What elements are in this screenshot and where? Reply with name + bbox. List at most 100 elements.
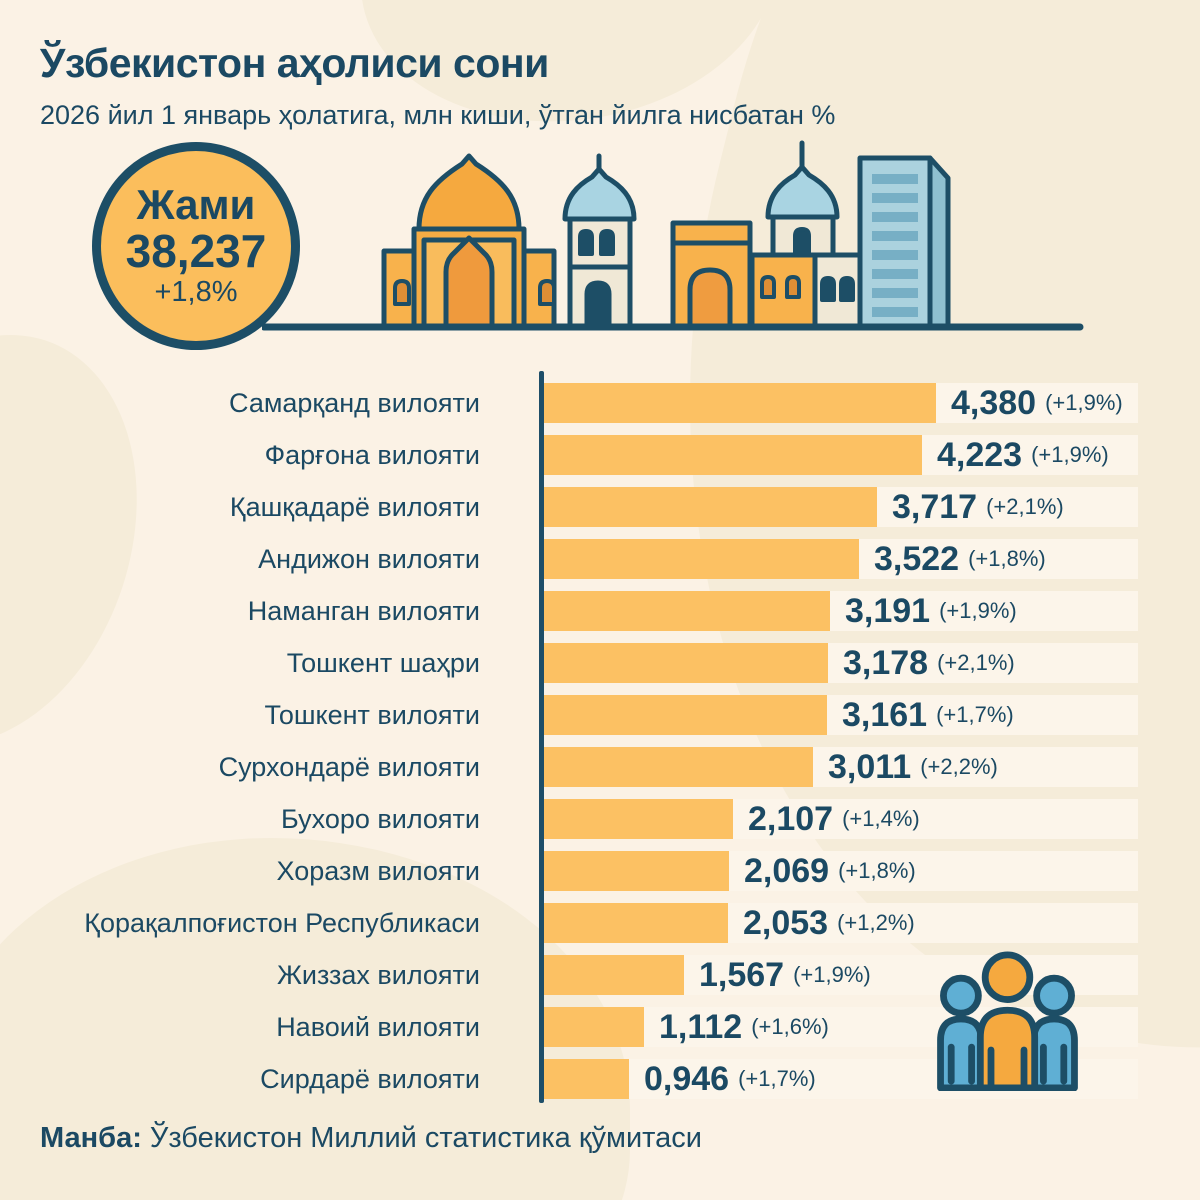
- chart-axis-line: [539, 371, 544, 1103]
- bar-row: Қашқадарё вилояти 3,717 (+2,1%): [0, 487, 1200, 527]
- bar-change: (+1,7%): [936, 702, 1014, 727]
- people-group-icon: [937, 951, 1078, 1091]
- bar: [544, 851, 729, 891]
- bar-change: (+1,9%): [1045, 390, 1123, 415]
- bar: [544, 695, 827, 735]
- person-blue-right-icon: [1030, 974, 1078, 1091]
- total-population-badge: Жами 38,237 +1,8%: [92, 142, 300, 350]
- city-skyline-illustration: [262, 140, 1084, 331]
- bar-value: 0,946: [644, 1059, 730, 1098]
- bar: [544, 1007, 644, 1047]
- bar: [544, 799, 733, 839]
- dome-building-icon: [749, 140, 863, 330]
- bar-zone: 1,112 (+1,6%): [544, 1007, 829, 1047]
- bar-row: Андижон вилояти 3,522 (+1,8%): [0, 539, 1200, 579]
- person-blue-left-icon: [937, 974, 985, 1091]
- bar-row-label: Тошкент вилояти: [264, 699, 480, 730]
- bar-row-label: Қашқадарё вилояти: [229, 491, 480, 522]
- bar-row: Сирдарё вилояти 0,946 (+1,7%): [0, 1059, 1200, 1099]
- bar-zone: 2,053 (+1,2%): [544, 903, 915, 943]
- bar: [544, 539, 859, 579]
- bar-zone: 2,107 (+1,4%): [544, 799, 920, 839]
- bar-row: Хоразм вилояти 2,069 (+1,8%): [0, 851, 1200, 891]
- bar-value: 2,107: [748, 799, 834, 838]
- bar-zone: 3,161 (+1,7%): [544, 695, 1014, 735]
- person-orange-center-icon: [976, 951, 1039, 1091]
- bar: [544, 643, 828, 683]
- bar-row-label: Жиззах вилояти: [276, 959, 480, 990]
- bar-change: (+2,1%): [986, 494, 1064, 519]
- bar-row-label: Қорақалпоғистон Республикаси: [84, 907, 480, 938]
- total-change: +1,8%: [154, 275, 238, 308]
- bar: [544, 903, 728, 943]
- bar-row-label: Сурхондарё вилояти: [218, 751, 480, 782]
- bar-row: Самарқанд вилояти 4,380 (+1,9%): [0, 383, 1200, 423]
- bar-change: (+1,4%): [842, 806, 920, 831]
- bar-row-label: Тошкент шаҳри: [286, 647, 480, 678]
- bar-row: Бухоро вилояти 2,107 (+1,4%): [0, 799, 1200, 839]
- bar-row: Наманган вилояти 3,191 (+1,9%): [0, 591, 1200, 631]
- bar-change: (+1,9%): [793, 962, 871, 987]
- bar-row: Фарғона вилояти 4,223 (+1,9%): [0, 435, 1200, 475]
- bar: [544, 383, 936, 423]
- bar-value: 4,223: [937, 435, 1023, 474]
- bar-zone: 0,946 (+1,7%): [544, 1059, 816, 1099]
- bar: [544, 435, 922, 475]
- bar-row-label: Андижон вилояти: [258, 543, 480, 574]
- bar-row-label: Наманган вилояти: [247, 595, 480, 626]
- source-text: Ўзбекистон Миллий статистика қўмитаси: [141, 1122, 702, 1154]
- bar-zone: 2,069 (+1,8%): [544, 851, 916, 891]
- bar-change: (+1,2%): [837, 910, 915, 935]
- source-label: Манба:: [40, 1122, 142, 1154]
- bar-value: 1,112: [659, 1007, 743, 1046]
- bar-change: (+1,8%): [838, 858, 916, 883]
- bar-zone: 3,011 (+2,2%): [544, 747, 998, 787]
- bar: [544, 955, 684, 995]
- bar-change: (+1,6%): [751, 1014, 829, 1039]
- bar-value: 2,069: [744, 851, 830, 890]
- bar-row-label: Самарқанд вилояти: [229, 387, 480, 418]
- bar-change: (+1,7%): [738, 1066, 816, 1091]
- bar-value: 3,717: [892, 487, 978, 526]
- bar-value: 3,161: [842, 695, 928, 734]
- bar-value: 3,191: [845, 591, 931, 630]
- bar-value: 3,011: [828, 747, 912, 786]
- bar-value: 1,567: [699, 955, 785, 994]
- bar-zone: 4,223 (+1,9%): [544, 435, 1109, 475]
- page-subtitle: 2026 йил 1 январь ҳолатига, млн киши, ўт…: [40, 100, 836, 130]
- bar: [544, 1059, 629, 1099]
- bar-row: Сурхондарё вилояти 3,011 (+2,2%): [0, 747, 1200, 787]
- bar-value: 3,178: [843, 643, 929, 682]
- bar-zone: 3,717 (+2,1%): [544, 487, 1064, 527]
- bar-zone: 1,567 (+1,9%): [544, 955, 871, 995]
- bar-row-label: Навоий вилояти: [276, 1011, 480, 1042]
- total-label: Жами: [136, 181, 256, 229]
- bar-change: (+2,2%): [920, 754, 998, 779]
- bar-row-label: Фарғона вилояти: [264, 439, 480, 470]
- bar-zone: 3,191 (+1,9%): [544, 591, 1017, 631]
- bar-row: Тошкент шаҳри 3,178 (+2,1%): [0, 643, 1200, 683]
- bar-zone: 3,522 (+1,8%): [544, 539, 1046, 579]
- bar-rows: Самарқанд вилояти 4,380 (+1,9%) Фарғона …: [0, 383, 1200, 1111]
- bar-zone: 3,178 (+2,1%): [544, 643, 1015, 683]
- bar-change: (+1,8%): [968, 546, 1046, 571]
- bar-value: 2,053: [743, 903, 829, 942]
- minaret-icon: [562, 153, 637, 330]
- bar: [544, 591, 830, 631]
- bar-row: Қорақалпоғистон Республикаси 2,053 (+1,2…: [0, 903, 1200, 943]
- bar-value: 3,522: [874, 539, 960, 578]
- page-title: Ўзбекистон аҳолиси сони: [40, 40, 549, 86]
- bar: [544, 487, 877, 527]
- total-value: 38,237: [125, 225, 267, 278]
- bar-row-label: Хоразм вилояти: [276, 855, 480, 886]
- bar-row-label: Бухоро вилояти: [281, 803, 480, 834]
- bar-change: (+2,1%): [937, 650, 1015, 675]
- bar-row-label: Сирдарё вилояти: [260, 1063, 480, 1094]
- bar: [544, 747, 813, 787]
- source-note: Манба: Ўзбекистон Миллий статистика қўми…: [40, 1122, 702, 1155]
- bar-zone: 4,380 (+1,9%): [544, 383, 1123, 423]
- arched-building-icon: [670, 220, 753, 330]
- bar-value: 4,380: [951, 383, 1037, 422]
- bar-row: Тошкент вилояти 3,161 (+1,7%): [0, 695, 1200, 735]
